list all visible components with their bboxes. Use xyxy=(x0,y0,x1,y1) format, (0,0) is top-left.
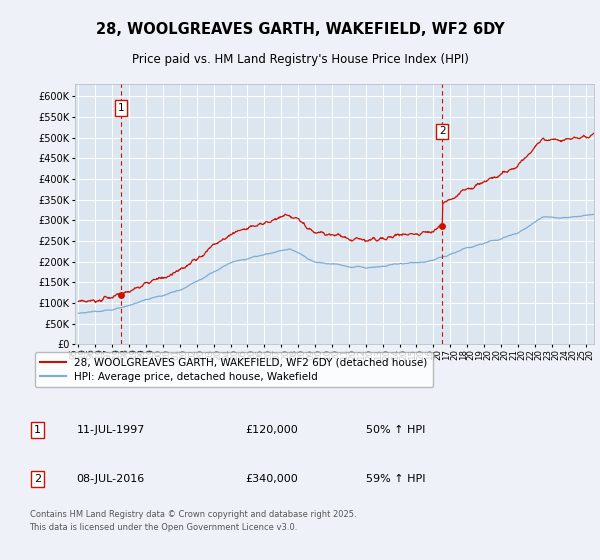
Text: 08-JUL-2016: 08-JUL-2016 xyxy=(76,474,145,484)
Text: 1: 1 xyxy=(34,426,41,435)
Text: 1: 1 xyxy=(118,103,124,113)
Text: 2: 2 xyxy=(439,126,446,136)
Text: £120,000: £120,000 xyxy=(245,426,298,435)
Text: Price paid vs. HM Land Registry's House Price Index (HPI): Price paid vs. HM Land Registry's House … xyxy=(131,53,469,66)
Text: Contains HM Land Registry data © Crown copyright and database right 2025.
This d: Contains HM Land Registry data © Crown c… xyxy=(29,510,356,532)
Text: 50% ↑ HPI: 50% ↑ HPI xyxy=(366,426,425,435)
Text: 28, WOOLGREAVES GARTH, WAKEFIELD, WF2 6DY: 28, WOOLGREAVES GARTH, WAKEFIELD, WF2 6D… xyxy=(95,22,505,38)
Text: 11-JUL-1997: 11-JUL-1997 xyxy=(76,426,145,435)
Text: 2: 2 xyxy=(34,474,41,484)
Legend: 28, WOOLGREAVES GARTH, WAKEFIELD, WF2 6DY (detached house), HPI: Average price, : 28, WOOLGREAVES GARTH, WAKEFIELD, WF2 6D… xyxy=(35,352,433,387)
Text: 59% ↑ HPI: 59% ↑ HPI xyxy=(366,474,426,484)
Text: £340,000: £340,000 xyxy=(245,474,298,484)
